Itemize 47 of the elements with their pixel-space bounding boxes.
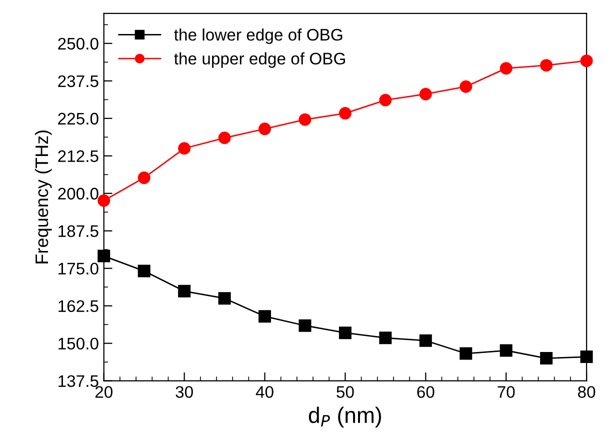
y-tick-label: 187.5 — [58, 225, 98, 238]
point — [379, 94, 392, 106]
x-tick-label: 80 — [578, 386, 596, 398]
point — [540, 59, 553, 72]
x-tick-label: 70 — [498, 386, 515, 398]
point — [218, 292, 231, 305]
x-tick-label: 30 — [176, 386, 193, 398]
x-tick-label: 40 — [256, 386, 274, 398]
point — [580, 54, 593, 68]
y-tick-label: 137.5 — [58, 375, 98, 388]
y-axis-title: Frequency (THz) — [34, 130, 52, 264]
point — [218, 132, 231, 144]
legend-label: the lower edge of OBG — [174, 28, 342, 44]
y-tick-label: 162.5 — [58, 300, 98, 312]
point — [138, 264, 150, 278]
point — [258, 122, 272, 136]
y-tick-label: 250.0 — [58, 38, 98, 50]
legend-label: the upper edge of OBG — [174, 52, 345, 68]
point — [298, 113, 312, 126]
y-tick-label: 200.0 — [58, 188, 98, 200]
point — [460, 347, 472, 360]
point — [419, 88, 432, 100]
point — [580, 350, 593, 364]
point — [258, 310, 272, 323]
point — [178, 142, 191, 155]
point — [178, 284, 191, 298]
y-tick-label: 237.5 — [58, 75, 98, 88]
point — [500, 62, 512, 75]
point — [419, 334, 432, 347]
y-tick-label: 175.0 — [58, 262, 98, 275]
y-tick-label: 150.0 — [58, 338, 98, 350]
x-axis-title: d$_{P}$ (nm) — [308, 406, 382, 428]
point — [338, 107, 352, 120]
y-tick-label: 212.5 — [58, 150, 98, 162]
x-tick-label: 20 — [95, 386, 112, 398]
x-tick-label: 60 — [417, 386, 434, 398]
point — [98, 194, 110, 207]
point — [98, 250, 110, 262]
point — [298, 319, 312, 332]
point — [379, 332, 392, 344]
point — [338, 326, 352, 340]
point — [138, 172, 150, 184]
y-tick-label: 225.0 — [58, 112, 98, 125]
x-tick-label: 50 — [336, 386, 354, 398]
point — [540, 352, 553, 365]
point — [460, 80, 472, 93]
point — [500, 344, 512, 357]
